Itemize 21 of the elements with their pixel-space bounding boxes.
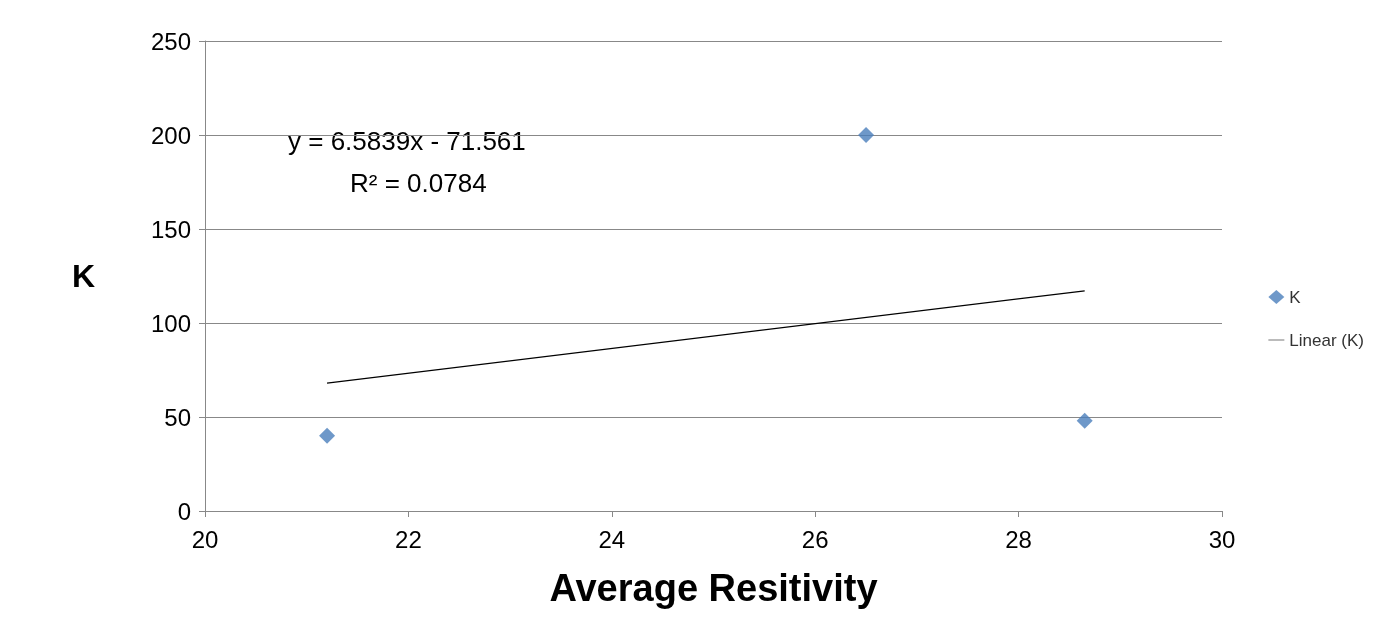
y-axis-title: K xyxy=(71,258,95,294)
x-tick-label: 24 xyxy=(598,525,626,553)
x-tick-label: 26 xyxy=(801,525,829,553)
x-tick-label: 22 xyxy=(395,525,422,553)
legend-label: K xyxy=(1289,287,1302,307)
annotation: R² = 0.0784 xyxy=(350,168,487,198)
x-axis-title: Average Resitivity xyxy=(549,567,878,609)
x-tick-label: 20 xyxy=(191,525,219,553)
point xyxy=(319,427,336,444)
y-tick-label: 200 xyxy=(150,121,191,149)
annotation: y = 6.5839x - 71.561 xyxy=(288,126,526,156)
x-tick-label: 28 xyxy=(1005,525,1032,553)
y-tick-label: 150 xyxy=(150,215,191,243)
legend-label: Linear (K) xyxy=(1289,330,1364,350)
y-tick-label: 0 xyxy=(177,497,191,525)
point xyxy=(858,127,875,143)
y-tick-label: 50 xyxy=(164,403,191,431)
x-tick-label: 30 xyxy=(1208,525,1236,553)
y-tick-label: 100 xyxy=(150,309,191,337)
point xyxy=(1076,412,1093,429)
y-tick-label: 250 xyxy=(150,27,191,55)
